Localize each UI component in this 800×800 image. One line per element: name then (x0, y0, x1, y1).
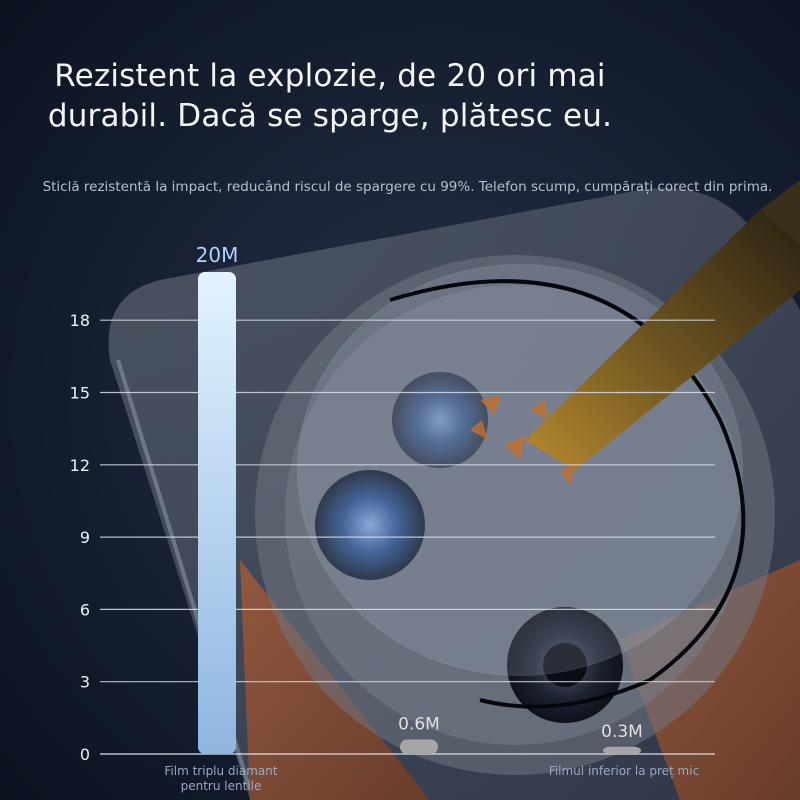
data-label-0: 20M (196, 243, 239, 267)
category-label-0-line-0: Film triplu diamant (164, 764, 277, 778)
y-tick-label-18: 18 (70, 311, 90, 330)
bars (198, 272, 641, 754)
y-tick-label-0: 0 (80, 745, 90, 764)
data-label-2: 0.3M (601, 722, 643, 742)
y-tick-label-3: 3 (80, 673, 90, 692)
bar-1 (400, 739, 438, 754)
category-label-0-line-1: pentru lentile (181, 779, 262, 793)
headline-line-2: durabil. Dacă se sparge, plătesc eu. (47, 98, 613, 134)
y-tick-label-6: 6 (80, 600, 90, 619)
y-tick-label-15: 15 (70, 384, 90, 403)
data-labels: 20M 0.6M 0.3M (196, 243, 643, 742)
subtext: Sticlă rezistentă la impact, reducând ri… (42, 179, 773, 195)
headline-line-1: Rezistent la explozie, de 20 ori mai (54, 58, 606, 94)
bar-0 (198, 272, 236, 754)
y-tick-label-9: 9 (80, 528, 90, 547)
y-tick-label-12: 12 (70, 456, 90, 475)
category-label-2-line-0: Filmul inferior la preț mic (549, 764, 699, 778)
y-axis-ticks: 0 3 6 9 12 15 18 (70, 311, 90, 764)
data-label-1: 0.6M (398, 715, 440, 735)
bar-2 (603, 746, 641, 754)
headline: Rezistent la explozie, de 20 ori mai dur… (0, 56, 660, 136)
gridlines (100, 319, 715, 755)
